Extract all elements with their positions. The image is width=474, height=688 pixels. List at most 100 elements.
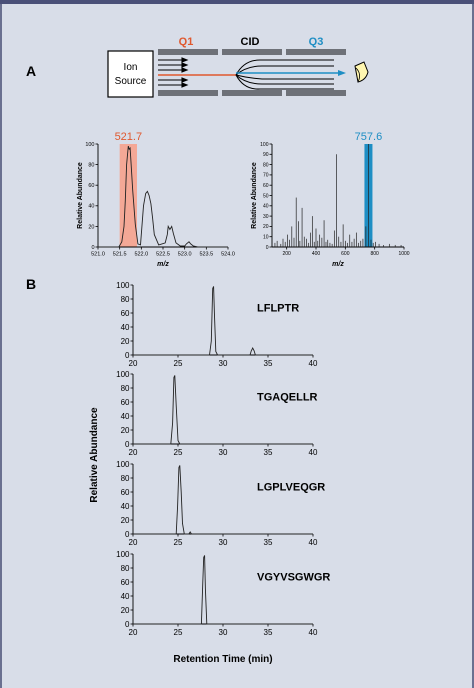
chromatogram-y-tick-label: 100 bbox=[116, 550, 130, 559]
ms2-y-tick-label: 90 bbox=[263, 152, 269, 158]
ms2-y-tick-label: 10 bbox=[263, 234, 269, 240]
ms1-y-tick-label: 0 bbox=[91, 245, 94, 251]
ms2-y-tick-label: 80 bbox=[263, 162, 269, 168]
chromatogram-x-tick-label: 40 bbox=[309, 538, 318, 547]
peptide-name-label: LGPLVEQGR bbox=[257, 482, 325, 494]
ms1-y-tick-label: 100 bbox=[85, 142, 94, 148]
ms1-precursor-highlight bbox=[119, 144, 137, 247]
chromatogram-trace bbox=[133, 286, 313, 356]
ms2-y-axis-label: Relative Abundance bbox=[251, 162, 258, 229]
chromatogram-x-tick-label: 35 bbox=[264, 628, 273, 637]
chromatogram-y-tick-label: 100 bbox=[116, 370, 130, 379]
cid-label: CID bbox=[241, 36, 260, 48]
ms2-spectrum: 200 400 600 800 1000 0 10 20 30 40 50 60 70 80 90 100 75… bbox=[251, 131, 410, 268]
chromatogram-x-tick-label: 25 bbox=[174, 359, 183, 368]
chromatogram-y-tick-label: 40 bbox=[121, 323, 130, 332]
q3-label: Q3 bbox=[309, 36, 324, 48]
chromatogram-y-tick-label: 0 bbox=[125, 530, 130, 539]
chromatogram-y-tick-label: 80 bbox=[121, 384, 130, 393]
ms1-x-tick-label: 521.5 bbox=[113, 252, 127, 258]
ms2-y-tick-label: 60 bbox=[263, 183, 269, 189]
triple-quadrupole-diagram: Ion Source Q1 CID Q3 bbox=[107, 36, 369, 98]
chromatogram-y-tick-label: 0 bbox=[125, 351, 130, 360]
chromatogram-y-tick-label: 60 bbox=[121, 488, 130, 497]
chromatogram-y-tick-label: 20 bbox=[121, 516, 130, 525]
chromatogram-y-tick-label: 80 bbox=[121, 295, 130, 304]
ion-source-label-line1: Ion bbox=[124, 62, 138, 73]
ms1-x-tick-label: 523.0 bbox=[178, 252, 192, 258]
ms2-y-tick-label: 70 bbox=[263, 173, 269, 179]
chromatogram-y-tick-label: 100 bbox=[116, 460, 130, 469]
chromatogram-trace bbox=[133, 465, 313, 535]
ms1-y-tick-label: 40 bbox=[88, 204, 94, 210]
peptide-name-label: VGYVSGWGR bbox=[257, 572, 330, 584]
chromatogram-trace bbox=[133, 555, 313, 625]
ms2-x-tick-label: 800 bbox=[370, 251, 379, 257]
chromatogram-x-tick-label: 25 bbox=[174, 448, 183, 457]
chromatogram-y-tick-label: 60 bbox=[121, 309, 130, 318]
ms1-y-tick-label: 60 bbox=[88, 183, 94, 189]
chromatogram-x-tick-label: 40 bbox=[309, 359, 318, 368]
chromatogram-y-tick-label: 100 bbox=[116, 281, 130, 290]
chromatogram-x-tick-label: 30 bbox=[219, 628, 228, 637]
chromatogram-x-tick-label: 40 bbox=[309, 628, 318, 637]
chromatogram-x-tick-label: 30 bbox=[219, 448, 228, 457]
chromatogram-x-tick-label: 20 bbox=[129, 538, 138, 547]
chromatogram-x-axis-label: Retention Time (min) bbox=[173, 654, 272, 665]
q1-lower-rod bbox=[158, 90, 218, 96]
chromatogram-y-tick-label: 80 bbox=[121, 474, 130, 483]
chromatogram-y-tick-label: 40 bbox=[121, 412, 130, 421]
ms2-y-tick-label: 30 bbox=[263, 214, 269, 220]
chromatogram-x-tick-label: 30 bbox=[219, 359, 228, 368]
q3-upper-rod bbox=[286, 49, 346, 55]
ms2-x-axis-label: m/z bbox=[332, 261, 344, 268]
panel-a-label: A bbox=[26, 63, 36, 79]
ms1-y-tick-label: 80 bbox=[88, 163, 94, 169]
product-ion-arrowhead bbox=[338, 70, 346, 76]
chromatogram-y-tick-label: 40 bbox=[121, 592, 130, 601]
ms1-x-tick-label: 521.0 bbox=[91, 252, 105, 258]
peptide-name-label: LFLPTR bbox=[257, 303, 299, 315]
ion-source-box bbox=[107, 50, 154, 98]
ms1-x-tick-label: 522.0 bbox=[134, 252, 148, 258]
chromatogram-y-tick-label: 80 bbox=[121, 564, 130, 573]
ms1-x-axis-label: m/z bbox=[157, 261, 169, 268]
chromatogram-x-tick-label: 35 bbox=[264, 448, 273, 457]
chromatogram-y-tick-label: 60 bbox=[121, 398, 130, 407]
chromatogram-x-tick-label: 25 bbox=[174, 538, 183, 547]
chromatogram-y-tick-label: 0 bbox=[125, 620, 130, 629]
chromatogram-y-tick-label: 40 bbox=[121, 502, 130, 511]
ms2-y-tick-label: 0 bbox=[266, 245, 269, 251]
ms2-y-tick-label: 40 bbox=[263, 204, 269, 210]
frame-right-border bbox=[472, 4, 474, 688]
ion-source-label-line2: Source bbox=[115, 76, 147, 87]
ms1-y-axis-label: Relative Abundance bbox=[77, 162, 84, 229]
ms2-x-tick-label: 400 bbox=[312, 251, 321, 257]
ms2-y-tick-label: 20 bbox=[263, 224, 269, 230]
cid-lower-rod bbox=[222, 90, 282, 96]
ms1-x-tick-label: 522.5 bbox=[156, 252, 170, 258]
chromatogram-x-tick-label: 30 bbox=[219, 538, 228, 547]
chromatogram-y-tick-label: 20 bbox=[121, 337, 130, 346]
q1-label: Q1 bbox=[179, 36, 194, 48]
chromatogram-x-tick-label: 20 bbox=[129, 448, 138, 457]
peptide-name-label: TGAQELLR bbox=[257, 392, 318, 404]
top-accent-bar bbox=[0, 0, 474, 4]
detector-icon bbox=[354, 61, 369, 83]
chromatogram-x-tick-label: 20 bbox=[129, 628, 138, 637]
chromatogram-y-tick-label: 20 bbox=[121, 606, 130, 615]
cid-upper-rod bbox=[222, 49, 282, 55]
chromatogram-y-axis-label: Relative Abundance bbox=[89, 407, 100, 503]
frame-left-border bbox=[0, 4, 2, 688]
ms2-highlight-label: 757.6 bbox=[355, 131, 383, 143]
ms1-x-tick-label: 524.0 bbox=[221, 252, 235, 258]
ms2-x-tick-label: 200 bbox=[282, 251, 291, 257]
ms1-x-tick-label: 523.5 bbox=[199, 252, 213, 258]
chromatogram-trace bbox=[133, 375, 313, 445]
panel-b-label: B bbox=[26, 276, 36, 292]
